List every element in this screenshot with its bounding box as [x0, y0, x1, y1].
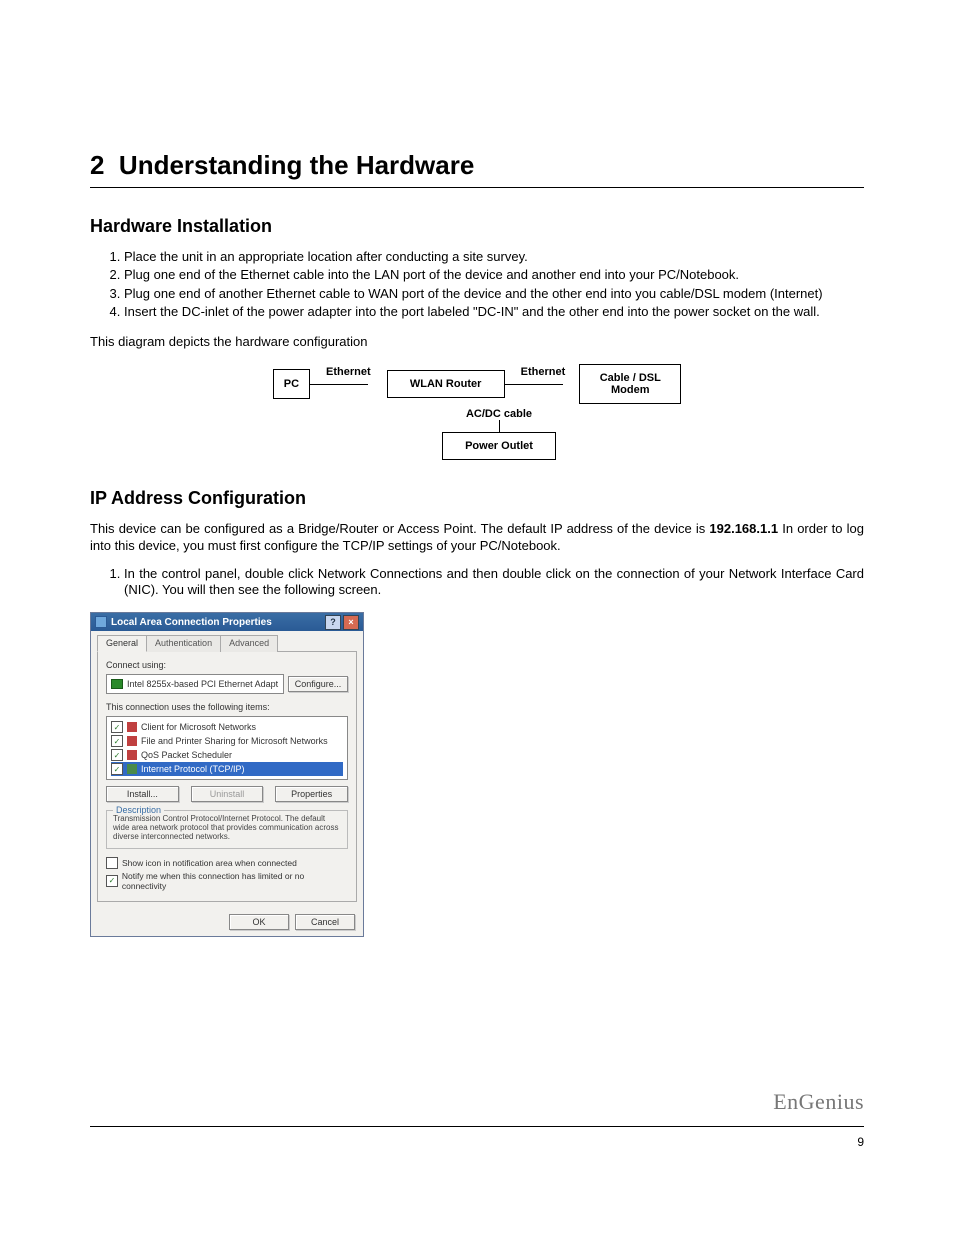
lan-properties-dialog: Local Area Connection Properties ? × Gen… [90, 612, 364, 936]
chapter-text: Understanding the Hardware [119, 150, 474, 180]
item-label: Client for Microsoft Networks [141, 722, 256, 732]
diagram-label-cable: AC/DC cable [460, 408, 538, 420]
ip-para-pre: This device can be configured as a Bridg… [90, 521, 709, 536]
page-number: 9 [857, 1135, 864, 1149]
uninstall-button: Uninstall [191, 786, 264, 802]
ip-config-paragraph: This device can be configured as a Bridg… [90, 521, 864, 554]
dialog-tabs: General Authentication Advanced [91, 631, 363, 651]
dialog-title: Local Area Connection Properties [111, 617, 272, 628]
tab-advanced[interactable]: Advanced [220, 635, 278, 652]
hardware-diagram: PC Ethernet WLAN Router Ethernet Cable /… [90, 364, 864, 460]
diagram-node-pc: PC [273, 369, 310, 399]
item-label: File and Printer Sharing for Microsoft N… [141, 736, 328, 746]
tab-authentication[interactable]: Authentication [146, 635, 221, 652]
notify-row[interactable]: ✓ Notify me when this connection has lim… [106, 871, 348, 891]
checkbox-icon[interactable]: ✓ [111, 735, 123, 747]
diagram-node-outlet: Power Outlet [442, 432, 556, 460]
list-item[interactable]: ✓ Internet Protocol (TCP/IP) [111, 762, 343, 776]
connection-items-list[interactable]: ✓ Client for Microsoft Networks ✓ File a… [106, 716, 348, 780]
default-ip: 192.168.1.1 [709, 521, 778, 536]
checkbox-icon[interactable]: ✓ [106, 857, 118, 869]
section-ip-config: IP Address Configuration [90, 488, 864, 509]
chapter-number: 2 [90, 150, 104, 180]
show-icon-row[interactable]: ✓ Show icon in notification area when co… [106, 857, 348, 869]
diagram-node-router: WLAN Router [387, 370, 505, 398]
diagram-node-modem: Cable / DSL Modem [579, 364, 681, 404]
step-1: Place the unit in an appropriate locatio… [124, 249, 864, 265]
installation-steps: Place the unit in an appropriate locatio… [90, 249, 864, 320]
cancel-button[interactable]: Cancel [295, 914, 355, 930]
diagram-label-eth1: Ethernet [320, 366, 377, 378]
adapter-name: Intel 8255x-based PCI Ethernet Adapt [127, 679, 278, 689]
step-3: Plug one end of another Ethernet cable t… [124, 286, 864, 302]
tab-panel-general: Connect using: Intel 8255x-based PCI Eth… [97, 651, 357, 901]
configure-button[interactable]: Configure... [288, 676, 348, 692]
description-text: Transmission Control Protocol/Internet P… [113, 815, 341, 841]
connect-using-label: Connect using: [106, 660, 348, 670]
item-label: QoS Packet Scheduler [141, 750, 232, 760]
footer-rule [90, 1126, 864, 1127]
qos-icon [127, 750, 137, 760]
help-icon[interactable]: ? [325, 615, 341, 630]
description-group: Description Transmission Control Protoco… [106, 810, 348, 848]
engenius-logo: EnGenius [773, 1089, 864, 1115]
diagram-caption: This diagram depicts the hardware config… [90, 334, 864, 350]
close-icon[interactable]: × [343, 615, 359, 630]
notify-label: Notify me when this connection has limit… [122, 871, 348, 891]
dialog-footer: OK Cancel [91, 908, 363, 936]
diagram-label-eth2: Ethernet [515, 366, 572, 378]
logo-text: EnGenius [773, 1089, 864, 1114]
checkbox-icon[interactable]: ✓ [111, 749, 123, 761]
list-item[interactable]: ✓ QoS Packet Scheduler [111, 748, 343, 762]
step-2: Plug one end of the Ethernet cable into … [124, 267, 864, 283]
network-icon [95, 616, 107, 628]
tcpip-icon [127, 764, 137, 774]
ok-button[interactable]: OK [229, 914, 289, 930]
client-icon [127, 722, 137, 732]
checkbox-icon[interactable]: ✓ [111, 721, 123, 733]
tab-general[interactable]: General [97, 635, 147, 652]
checkbox-icon[interactable]: ✓ [106, 875, 118, 887]
dialog-titlebar: Local Area Connection Properties ? × [91, 613, 363, 631]
properties-button[interactable]: Properties [275, 786, 348, 802]
checkbox-icon[interactable]: ✓ [111, 763, 123, 775]
service-icon [127, 736, 137, 746]
adapter-field: Intel 8255x-based PCI Ethernet Adapt [106, 674, 284, 694]
chapter-title: 2 Understanding the Hardware [90, 150, 864, 188]
list-item[interactable]: ✓ File and Printer Sharing for Microsoft… [111, 734, 343, 748]
show-icon-label: Show icon in notification area when conn… [122, 858, 297, 868]
ip-config-steps: In the control panel, double click Netwo… [90, 566, 864, 599]
nic-icon [111, 679, 123, 689]
list-item[interactable]: ✓ Client for Microsoft Networks [111, 720, 343, 734]
description-title: Description [113, 805, 164, 815]
item-label: Internet Protocol (TCP/IP) [141, 764, 245, 774]
uses-items-label: This connection uses the following items… [106, 702, 348, 712]
install-button[interactable]: Install... [106, 786, 179, 802]
ip-step-1: In the control panel, double click Netwo… [124, 566, 864, 599]
section-hardware-installation: Hardware Installation [90, 216, 864, 237]
step-4: Insert the DC-inlet of the power adapter… [124, 304, 864, 320]
